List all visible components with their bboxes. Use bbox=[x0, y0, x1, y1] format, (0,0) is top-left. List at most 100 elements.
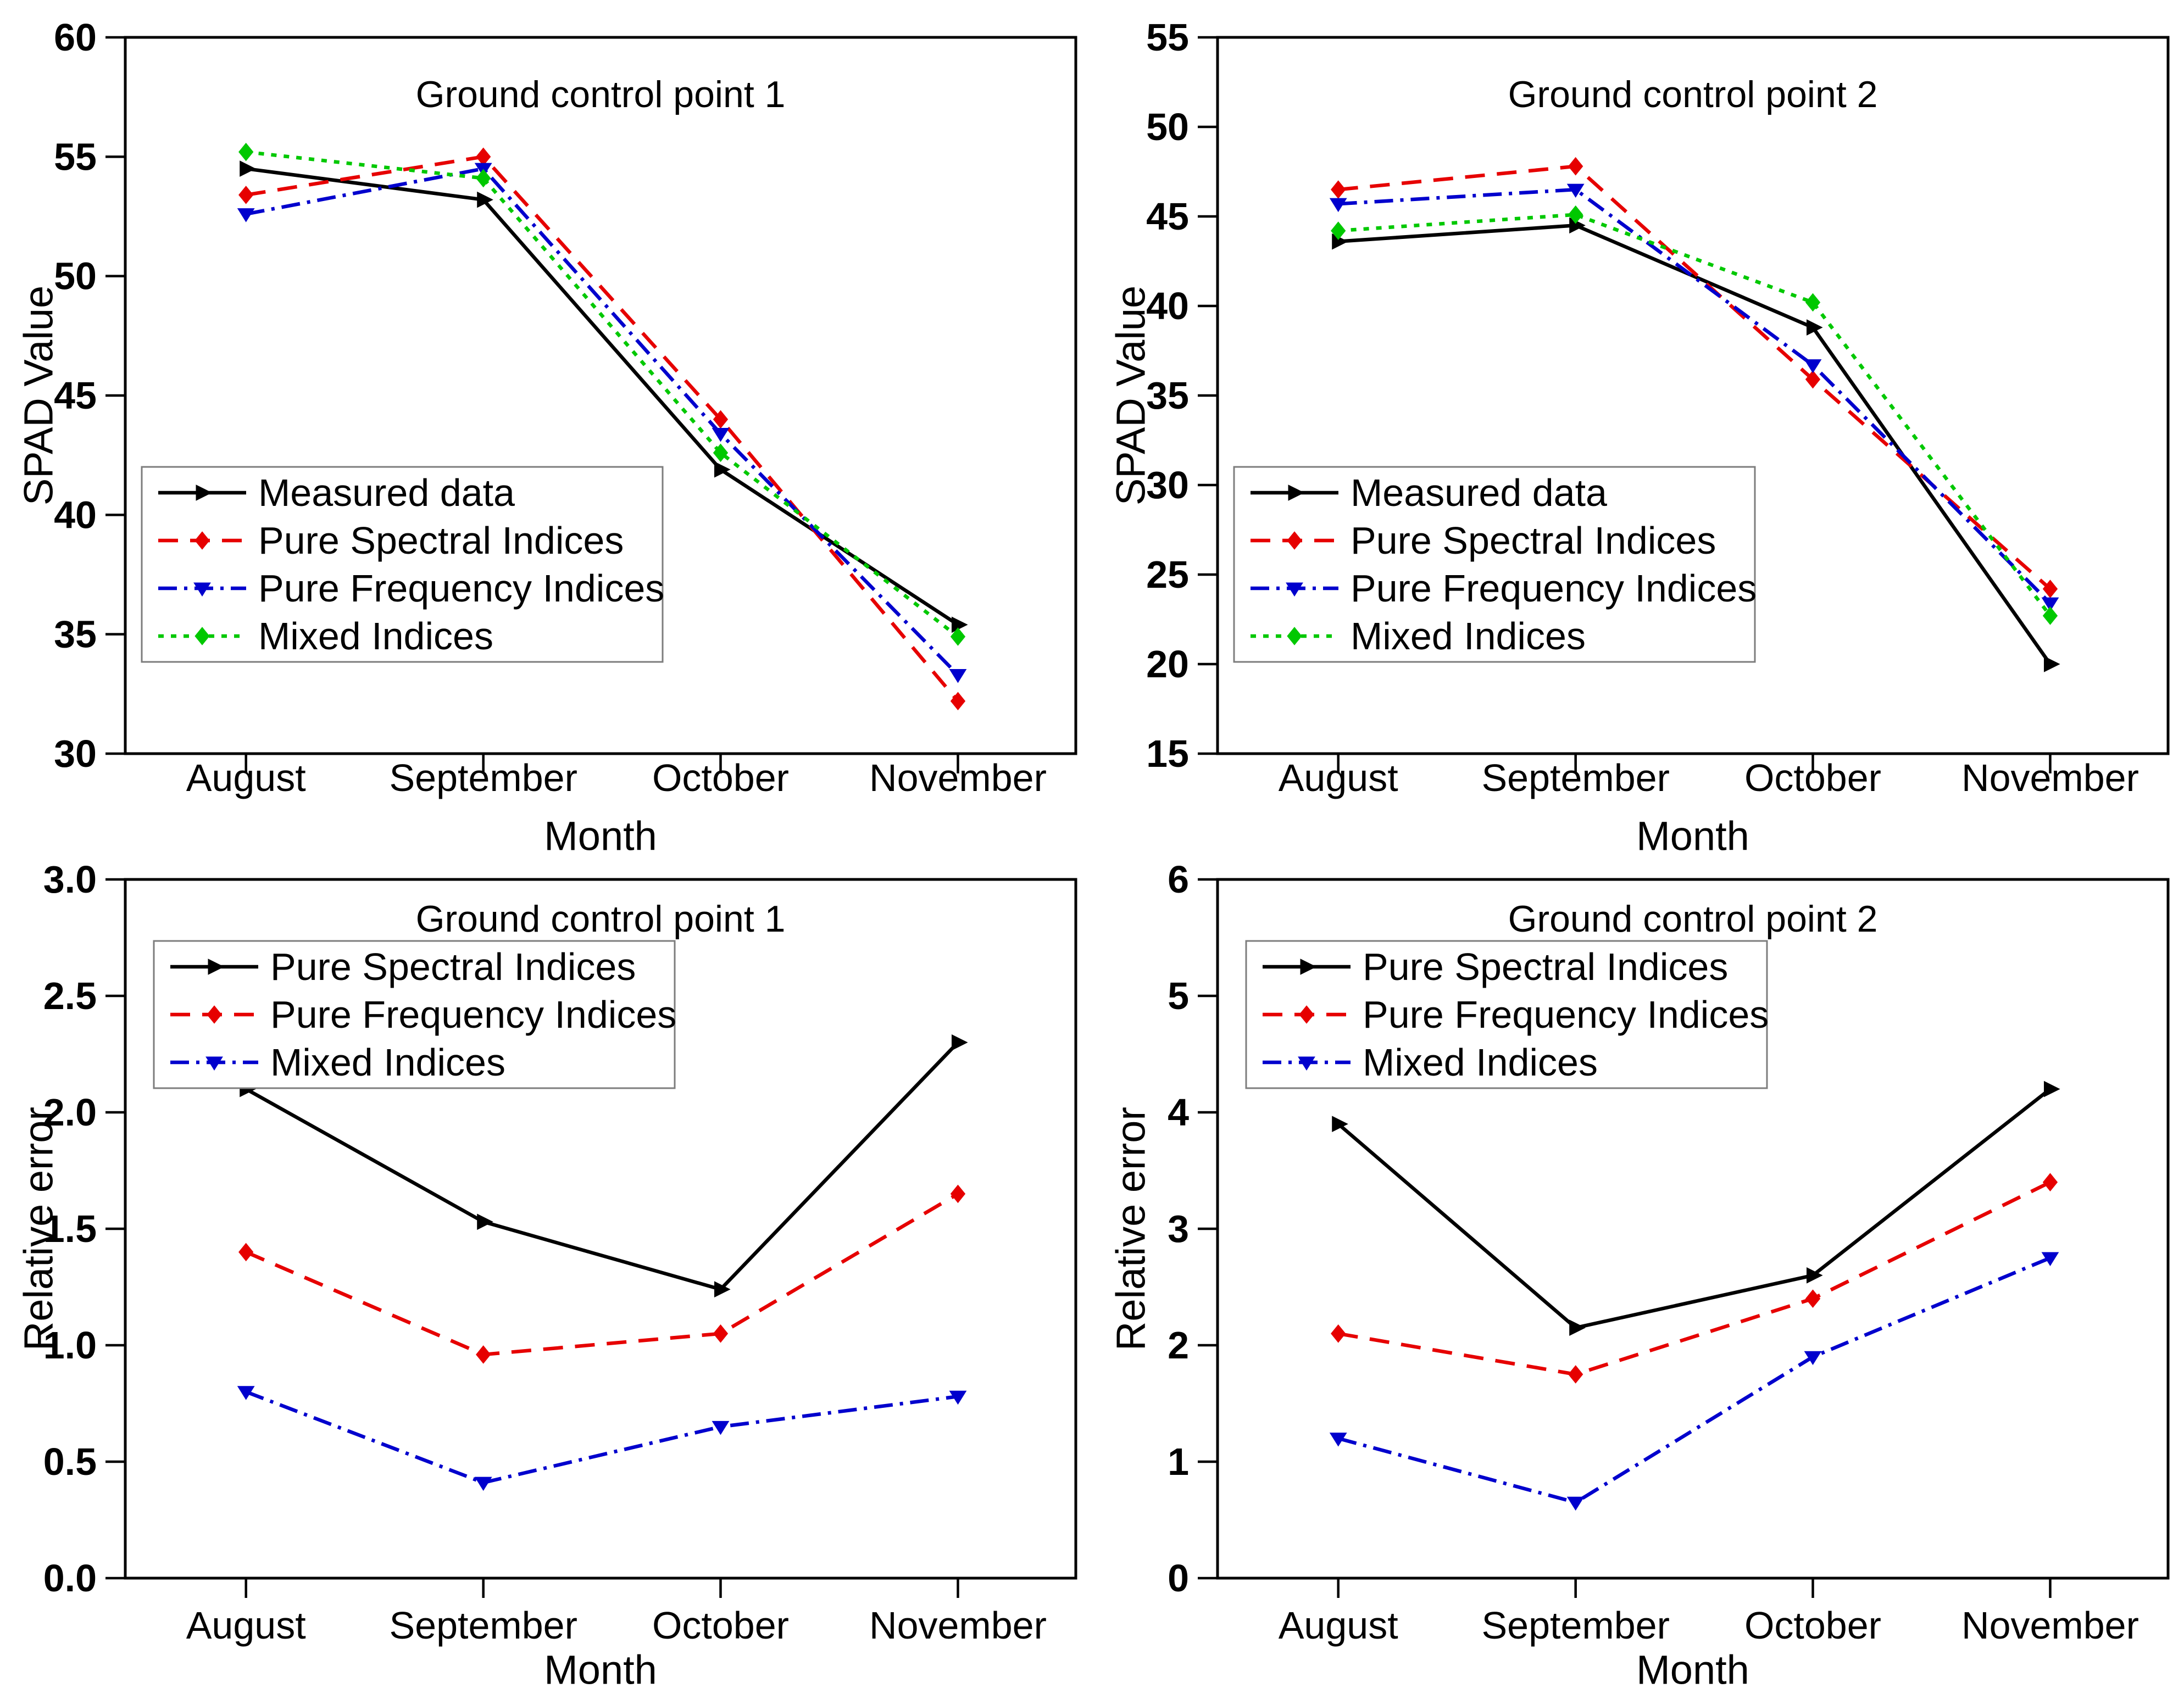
series-marker bbox=[237, 208, 255, 222]
y-tick-label: 30 bbox=[54, 732, 97, 775]
series-line-mixed-indices bbox=[246, 150, 959, 638]
y-tick-label: 3 bbox=[1168, 1207, 1189, 1250]
series-marker bbox=[1569, 1319, 1586, 1336]
y-tick-label: 2.0 bbox=[43, 1091, 97, 1134]
x-axis-label: Month bbox=[1636, 1647, 1749, 1688]
series-marker bbox=[476, 1345, 491, 1364]
y-tick-label: 55 bbox=[1146, 16, 1189, 59]
x-tick-label: September bbox=[1481, 1604, 1669, 1647]
legend-label: Pure Spectral Indices bbox=[1363, 945, 1728, 988]
series-line-mixed-indices bbox=[1337, 1256, 2051, 1505]
series-line-mixed-indices bbox=[245, 1390, 958, 1485]
legend-marker-sample bbox=[1286, 582, 1303, 597]
y-tick-label: 5 bbox=[1168, 974, 1189, 1017]
legend-label: Mixed Indices bbox=[258, 615, 493, 658]
series-marker bbox=[2043, 1080, 2060, 1098]
chart-spad-gcp2: Ground control point 2 15 20 25 30 35 40 45 50 55… bbox=[1108, 16, 2170, 859]
legend-marker-sample bbox=[1300, 959, 1317, 975]
legend-marker-sample bbox=[1287, 627, 1302, 645]
x-tick-label: August bbox=[1279, 756, 1398, 799]
series-marker bbox=[1568, 157, 1583, 176]
y-tick-label: 50 bbox=[54, 255, 97, 298]
series-marker bbox=[951, 1034, 968, 1051]
legend-marker-sample bbox=[208, 959, 225, 975]
y-tick-label: 2.5 bbox=[43, 974, 97, 1017]
series-marker bbox=[1805, 370, 1821, 389]
y-tick-label: 3.0 bbox=[43, 858, 97, 901]
chart-title: Ground control point 1 bbox=[416, 74, 786, 115]
series-line-pure-spectral-indices bbox=[245, 1041, 959, 1291]
x-tick-label: September bbox=[1481, 756, 1669, 799]
legend-marker-sample bbox=[194, 627, 210, 645]
series-marker bbox=[1331, 221, 1346, 240]
series-marker bbox=[1566, 1496, 1585, 1511]
y-tick-label: 2 bbox=[1168, 1324, 1189, 1367]
y-tick-label: 35 bbox=[54, 613, 97, 656]
plot-frame bbox=[1216, 36, 2170, 755]
x-tick-label: August bbox=[186, 1604, 306, 1647]
series-marker bbox=[713, 1324, 729, 1343]
series-marker bbox=[1331, 1324, 1346, 1343]
series-marker bbox=[476, 147, 491, 166]
series-marker bbox=[477, 1213, 493, 1230]
legend: Measured data Pure Spectral Indices Pure F… bbox=[1233, 466, 1757, 663]
series-marker bbox=[1805, 293, 1821, 312]
y-tick-label: 30 bbox=[1146, 464, 1189, 506]
legend-marker-sample bbox=[1298, 1056, 1315, 1071]
x-tick-label: October bbox=[652, 756, 789, 799]
series-marker bbox=[237, 1386, 255, 1400]
legend: Measured data Pure Spectral Indices Pure F… bbox=[141, 466, 664, 663]
series-marker bbox=[238, 142, 254, 161]
series-marker bbox=[714, 1281, 731, 1298]
legend: Pure Spectral Indices Pure Frequency Indi… bbox=[1245, 940, 1769, 1089]
x-tick-label: September bbox=[389, 756, 577, 799]
y-tick-label: 40 bbox=[1146, 285, 1189, 327]
y-axis-label: Relative error bbox=[1108, 1107, 1154, 1351]
series-marker bbox=[1804, 1351, 1822, 1366]
legend-marker-sample bbox=[194, 531, 210, 550]
series-marker bbox=[2041, 1252, 2059, 1266]
legend-box bbox=[1233, 466, 1756, 663]
legend-marker-sample bbox=[1287, 531, 1302, 550]
y-tick-label: 35 bbox=[1146, 374, 1189, 417]
legend-label: Pure Frequency Indices bbox=[1351, 567, 1757, 610]
chart-title: Ground control point 2 bbox=[1508, 898, 1878, 940]
series-marker bbox=[1329, 1433, 1347, 1447]
series-marker bbox=[1804, 359, 1822, 374]
legend-marker-sample bbox=[193, 582, 211, 597]
x-tick-label: November bbox=[1961, 756, 2139, 799]
series-marker bbox=[951, 616, 968, 633]
y-tick-label: 25 bbox=[1146, 553, 1189, 596]
y-tick-label: 45 bbox=[1146, 195, 1189, 238]
series-line-pure-frequency-indices bbox=[1338, 1180, 2051, 1377]
x-tick-label: August bbox=[1279, 1604, 1398, 1647]
y-tick-label: 15 bbox=[1146, 732, 1189, 775]
y-tick-label: 4 bbox=[1168, 1091, 1189, 1134]
x-tick-label: October bbox=[1744, 756, 1881, 799]
y-tick-label: 45 bbox=[54, 374, 97, 417]
x-axis-label: Month bbox=[1636, 814, 1749, 859]
series-marker bbox=[2041, 597, 2059, 612]
x-tick-label: September bbox=[389, 1604, 577, 1647]
plot-frame bbox=[124, 878, 1077, 1580]
series-line-pure-frequency-indices bbox=[246, 166, 959, 676]
y-tick-label: 1.0 bbox=[43, 1324, 97, 1367]
series-marker bbox=[238, 186, 254, 204]
y-tick-label: 20 bbox=[1146, 643, 1189, 686]
legend-label: Pure Spectral Indices bbox=[258, 519, 624, 562]
x-tick-label: November bbox=[1961, 1604, 2139, 1647]
legend-label: Pure Frequency Indices bbox=[270, 993, 676, 1036]
y-tick-label: 40 bbox=[54, 493, 97, 536]
x-axis-label: Month bbox=[544, 814, 657, 859]
plot-frame bbox=[124, 36, 1077, 755]
legend-marker-sample bbox=[1299, 1005, 1314, 1024]
series-line-measured-data bbox=[246, 166, 959, 626]
y-tick-label: 1 bbox=[1168, 1440, 1189, 1483]
x-tick-label: November bbox=[869, 756, 1047, 799]
series-marker bbox=[949, 669, 967, 683]
chart-spad-gcp1: Ground control point 1 30 35 40 45 50 55 60 Augu… bbox=[16, 16, 1077, 859]
y-tick-label: 60 bbox=[54, 16, 97, 59]
series-marker bbox=[950, 1184, 966, 1204]
legend-label: Mixed Indices bbox=[270, 1041, 505, 1084]
